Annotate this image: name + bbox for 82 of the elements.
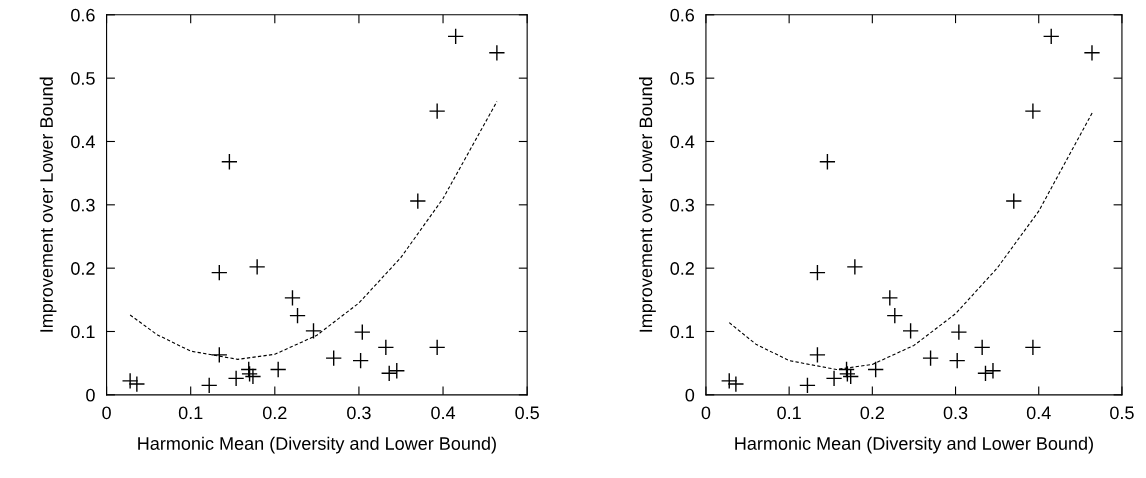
x-tick-label: 0.1 [777, 406, 801, 420]
point [1042, 28, 1060, 45]
y-tick-label: 0.4 [71, 135, 95, 149]
y-tick-label: 0.5 [670, 72, 695, 85]
point [221, 153, 238, 171]
y-tick-label: 0 [685, 388, 695, 402]
x-tick-label: 0.5 [515, 406, 539, 420]
point [428, 102, 446, 120]
point [227, 370, 245, 387]
point [380, 364, 398, 382]
x-tick-label: 0.3 [347, 406, 371, 420]
y-tick-label: 0 [86, 388, 95, 402]
point [488, 44, 506, 62]
point [838, 361, 855, 378]
y-tick-label: 0.6 [670, 8, 695, 22]
point [886, 307, 904, 324]
point [846, 258, 864, 276]
point [353, 323, 371, 341]
point [809, 346, 826, 364]
x-tick-label: 0.3 [943, 406, 968, 420]
point [241, 365, 258, 383]
y-tick-label: 0.5 [71, 72, 95, 85]
point [269, 361, 287, 378]
x-tick-label: 0.1 [178, 406, 203, 420]
x-tick-label: 0.2 [860, 406, 884, 420]
point [819, 153, 836, 171]
y-tick-label: 0.4 [670, 135, 695, 149]
point [984, 362, 1002, 380]
point [809, 264, 826, 281]
point [447, 28, 464, 45]
point [409, 192, 427, 210]
point [377, 338, 395, 356]
point [244, 368, 262, 385]
y-tick-label: 0.3 [670, 198, 695, 212]
x-tick-label: 0 [102, 406, 111, 420]
x-tick-label: 0.2 [262, 406, 287, 420]
point [388, 362, 406, 380]
point [200, 376, 218, 394]
line-series [129, 101, 498, 360]
point [248, 258, 266, 276]
point [284, 289, 301, 307]
point [428, 338, 446, 356]
x-axis-title: Harmonic Mean (Diversity and Lower Bound) [735, 436, 1093, 454]
point [922, 349, 939, 367]
point [881, 289, 899, 307]
x-tick-label: 0 [701, 406, 711, 420]
point [1024, 102, 1042, 120]
x-tick-label: 0.4 [1026, 406, 1051, 420]
y-tick-label: 0.3 [71, 198, 95, 212]
y-axis-title: Improvement over Lower Bound [639, 77, 656, 332]
point [842, 368, 860, 385]
point [210, 264, 228, 281]
x-tick-label: 0.4 [431, 406, 456, 420]
point [973, 338, 991, 356]
point [1083, 44, 1101, 62]
point [128, 375, 146, 393]
point [948, 352, 966, 369]
x-axis-title: Harmonic Mean (Diversity and Lower Bound) [138, 436, 496, 454]
y-axis-title: Improvement over Lower Bound [39, 77, 57, 332]
point [977, 364, 994, 382]
point [902, 322, 919, 340]
y-tick-label: 0.2 [670, 262, 694, 275]
point [325, 349, 343, 367]
y-tick-label: 0.2 [71, 262, 95, 275]
point [799, 376, 816, 394]
point [1005, 192, 1023, 210]
point [121, 372, 139, 390]
point [720, 372, 738, 390]
point [950, 323, 968, 341]
x-tick-label: 0.5 [1110, 406, 1134, 420]
y-tick-label: 0.1 [670, 325, 694, 339]
point [352, 352, 369, 369]
point [727, 375, 745, 393]
point [1024, 338, 1042, 356]
y-tick-label: 0.6 [71, 8, 95, 22]
point [839, 365, 856, 383]
point [240, 361, 258, 378]
point [867, 361, 884, 378]
y-tick-label: 0.1 [71, 325, 95, 339]
point [825, 370, 843, 387]
point [305, 322, 322, 340]
point [289, 307, 306, 324]
